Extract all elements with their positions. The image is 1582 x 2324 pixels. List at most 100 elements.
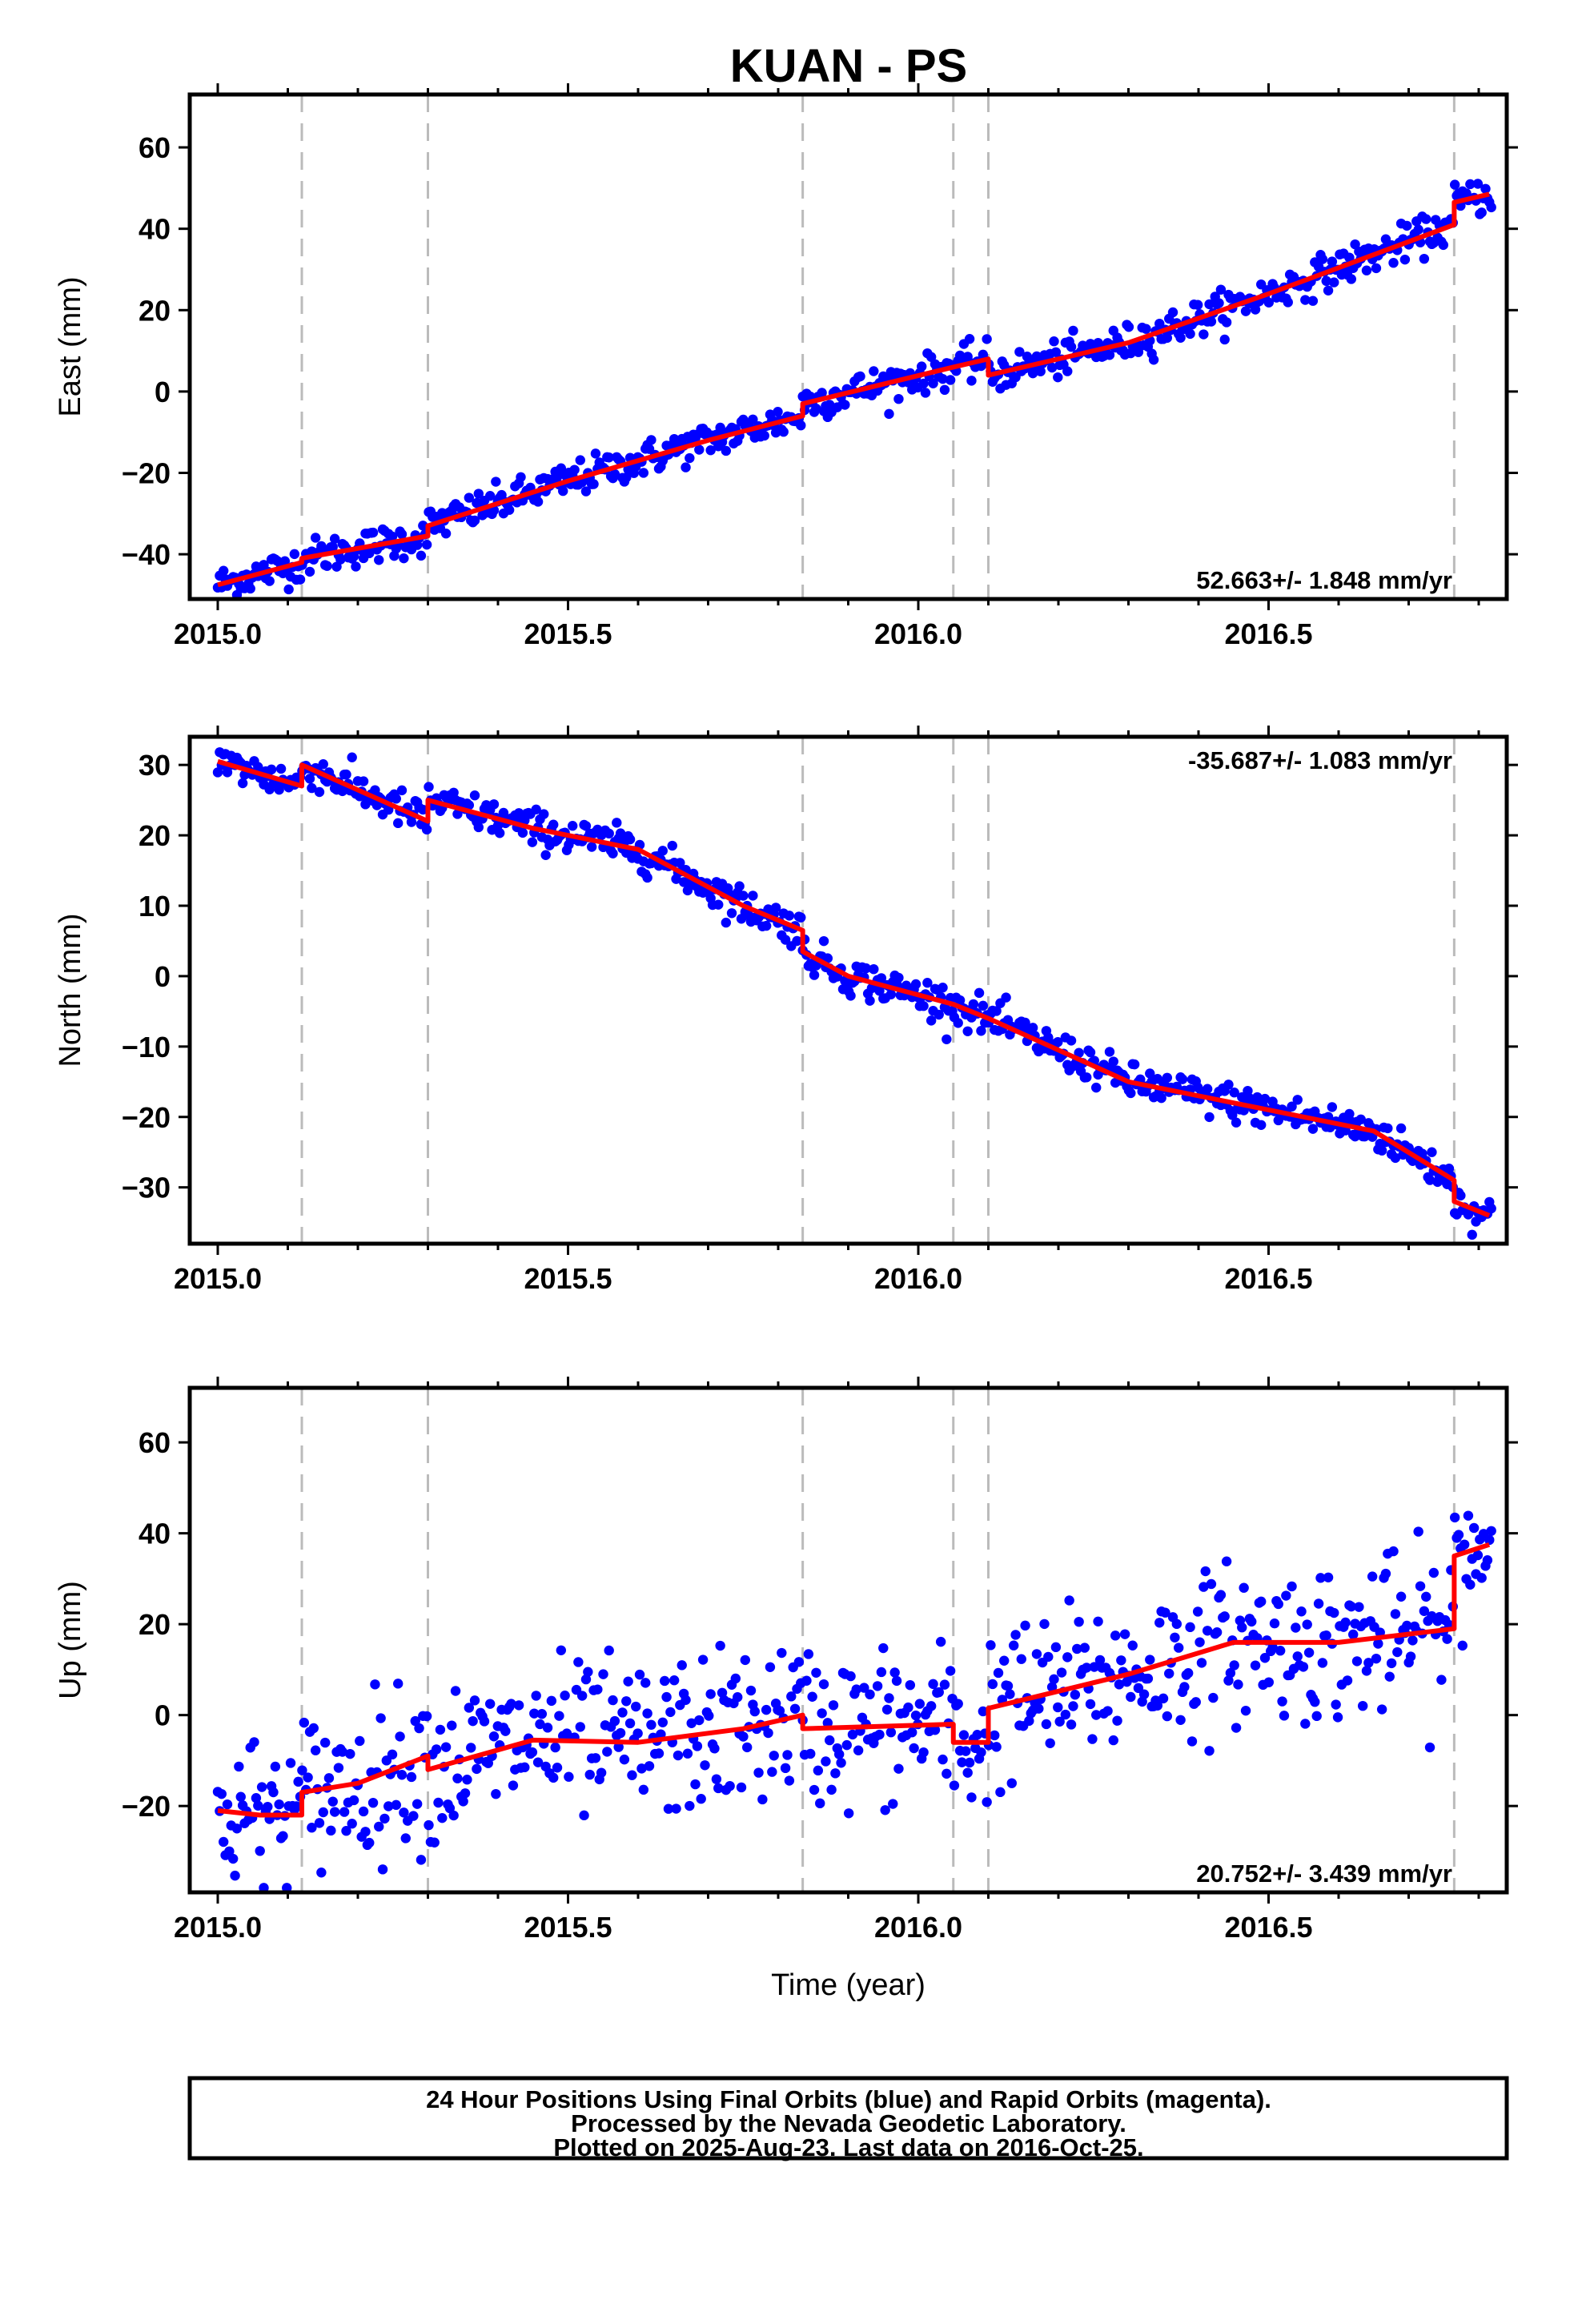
up-point bbox=[891, 1675, 902, 1687]
north-point bbox=[1202, 1084, 1213, 1094]
north-point bbox=[540, 850, 551, 860]
up-point bbox=[234, 1761, 244, 1772]
north-point bbox=[464, 800, 475, 810]
up-point bbox=[367, 1797, 379, 1808]
east-point bbox=[464, 493, 475, 503]
up-point bbox=[1250, 1660, 1261, 1671]
east-point bbox=[694, 444, 705, 455]
east-point bbox=[681, 462, 691, 472]
up-point bbox=[452, 1773, 463, 1783]
east-point bbox=[916, 361, 927, 372]
north-point bbox=[667, 840, 677, 851]
up-point bbox=[1263, 1677, 1274, 1687]
up-point bbox=[982, 1797, 992, 1807]
up-point bbox=[1200, 1566, 1211, 1577]
up-point bbox=[1317, 1658, 1328, 1668]
up-point bbox=[1116, 1655, 1126, 1666]
east-model-line bbox=[217, 191, 1490, 588]
north-point bbox=[953, 1018, 963, 1028]
east-point bbox=[484, 491, 496, 501]
up-point bbox=[918, 1747, 929, 1758]
up-point bbox=[843, 1808, 854, 1819]
north-y-axis-label: North (mm) bbox=[54, 913, 87, 1067]
up-point bbox=[1407, 1635, 1418, 1646]
east-point bbox=[1046, 362, 1058, 373]
up-point bbox=[780, 1763, 791, 1774]
up-point bbox=[928, 1679, 938, 1690]
north-point bbox=[726, 908, 737, 919]
up-y-axis-label: Up (mm) bbox=[54, 1581, 87, 1699]
up-point bbox=[392, 1679, 404, 1689]
north-point bbox=[452, 809, 463, 819]
up-point bbox=[355, 1735, 365, 1747]
up-point bbox=[1066, 1719, 1077, 1730]
north-y-tick-label: 10 bbox=[139, 890, 171, 923]
north-point bbox=[318, 759, 328, 770]
up-point bbox=[1186, 1736, 1198, 1747]
up-point bbox=[1050, 1642, 1062, 1653]
up-point bbox=[934, 1687, 944, 1698]
east-point bbox=[1204, 299, 1215, 310]
up-point bbox=[1484, 1534, 1495, 1546]
up-point bbox=[231, 1823, 243, 1834]
north-point bbox=[1383, 1123, 1393, 1134]
up-point bbox=[878, 1642, 889, 1654]
east-point bbox=[558, 485, 568, 497]
up-point bbox=[1170, 1632, 1180, 1642]
up-point bbox=[1002, 1681, 1014, 1691]
up-point bbox=[458, 1796, 468, 1807]
up-point bbox=[424, 1819, 434, 1831]
north-point bbox=[1486, 1203, 1496, 1214]
up-point bbox=[387, 1749, 398, 1760]
up-point bbox=[881, 1704, 893, 1715]
up-point bbox=[484, 1699, 496, 1709]
up-point bbox=[1079, 1642, 1090, 1653]
up-point bbox=[638, 1784, 649, 1795]
up-point bbox=[833, 1749, 845, 1759]
up-point bbox=[218, 1836, 229, 1848]
east-point bbox=[504, 505, 515, 515]
up-y-tick-label: −20 bbox=[122, 1790, 171, 1823]
up-point bbox=[488, 1731, 500, 1742]
east-point bbox=[1321, 275, 1331, 287]
up-point bbox=[1072, 1643, 1082, 1655]
north-point bbox=[531, 804, 541, 815]
up-point bbox=[847, 1729, 858, 1740]
north-point bbox=[876, 973, 887, 983]
up-point bbox=[865, 1689, 875, 1700]
north-point bbox=[1237, 1092, 1247, 1103]
north-point bbox=[865, 995, 875, 1006]
up-point bbox=[435, 1724, 446, 1735]
up-point bbox=[251, 1793, 262, 1803]
up-point bbox=[761, 1704, 772, 1715]
up-point bbox=[1392, 1647, 1403, 1658]
east-point bbox=[569, 464, 580, 475]
up-point bbox=[1087, 1734, 1098, 1744]
up-point bbox=[360, 1827, 371, 1837]
north-point bbox=[488, 799, 500, 810]
up-point bbox=[1348, 1629, 1359, 1640]
north-point bbox=[266, 764, 277, 775]
up-point bbox=[358, 1806, 369, 1817]
up-point bbox=[659, 1675, 670, 1687]
up-point bbox=[469, 1695, 480, 1706]
up-point bbox=[613, 1742, 624, 1752]
east-point bbox=[721, 445, 732, 456]
east-point bbox=[473, 489, 484, 499]
up-point bbox=[889, 1667, 900, 1678]
north-point bbox=[604, 828, 614, 839]
east-point bbox=[1361, 265, 1372, 275]
north-point bbox=[738, 891, 749, 901]
east-rate-label: 52.663+/- 1.848 mm/yr bbox=[1196, 566, 1452, 594]
up-point bbox=[399, 1807, 409, 1818]
up-point bbox=[636, 1763, 647, 1774]
up-point bbox=[661, 1691, 672, 1703]
north-y-tick-label: −20 bbox=[122, 1101, 171, 1134]
east-point bbox=[418, 521, 428, 531]
east-y-tick-label: 20 bbox=[139, 294, 171, 327]
north-point bbox=[1085, 1047, 1096, 1058]
east-point bbox=[1472, 179, 1484, 189]
up-point bbox=[609, 1715, 620, 1727]
up-point bbox=[803, 1649, 814, 1659]
up-point bbox=[753, 1767, 764, 1778]
